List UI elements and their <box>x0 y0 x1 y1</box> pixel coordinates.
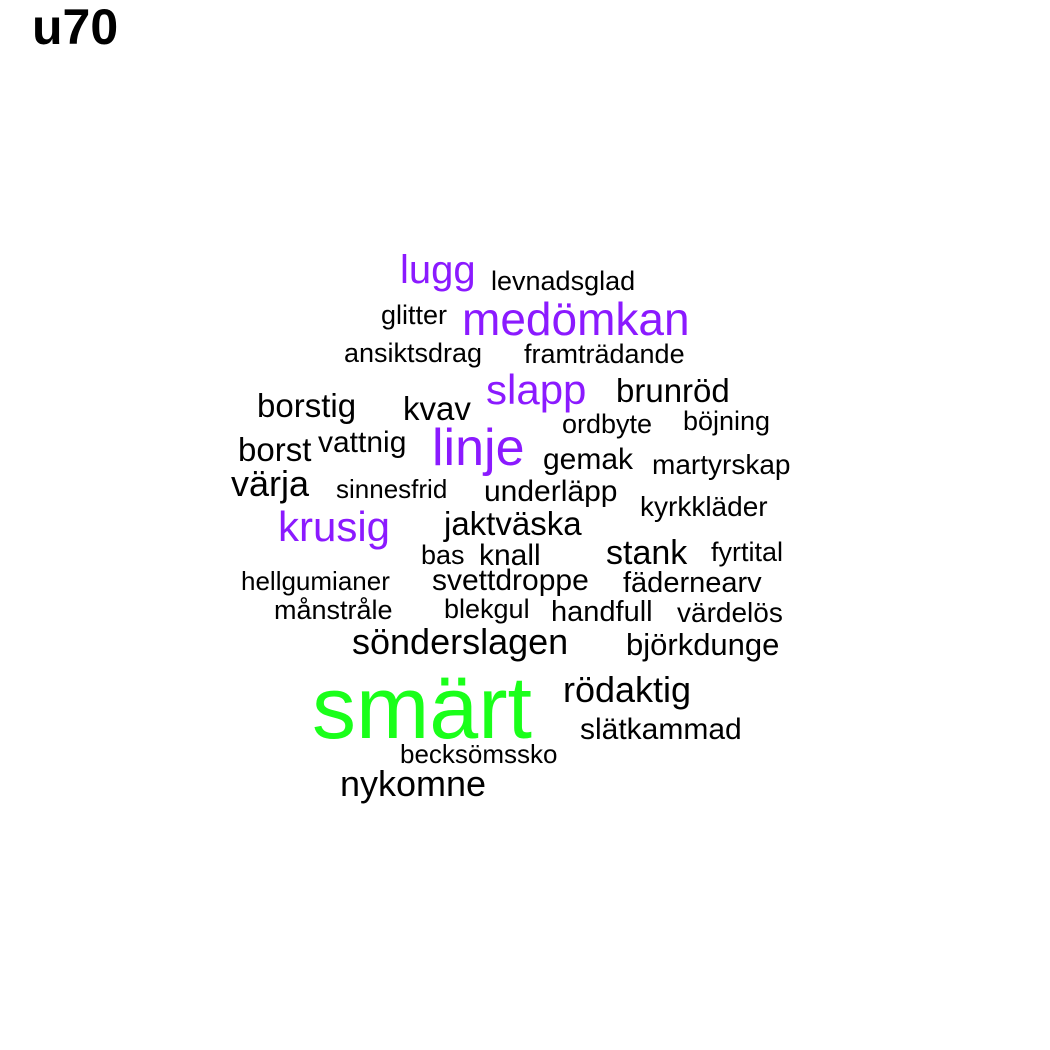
cloud-word: brunröd <box>616 372 730 409</box>
cloud-word: smärt <box>312 658 532 757</box>
cloud-word: kvav <box>403 390 471 427</box>
cloud-word: martyrskap <box>652 449 791 480</box>
cloud-word: gemak <box>543 443 634 476</box>
page-title: u70 <box>32 0 119 55</box>
cloud-word: blekgul <box>444 594 530 624</box>
cloud-word: fädernearv <box>623 567 762 599</box>
cloud-word: levnadsglad <box>491 266 636 296</box>
cloud-word: medömkan <box>462 293 690 345</box>
cloud-word: becksömssko <box>400 739 558 769</box>
cloud-word: månstråle <box>274 595 393 625</box>
cloud-word: knall <box>479 539 541 572</box>
cloud-word: krusig <box>278 503 391 550</box>
cloud-word: hellgumianer <box>241 566 390 596</box>
cloud-word: fyrtital <box>711 537 784 567</box>
cloud-word: jaktväska <box>444 505 582 542</box>
cloud-word: björkdunge <box>626 627 780 662</box>
cloud-word: framträdande <box>524 339 685 369</box>
cloud-word: lugg <box>400 248 476 292</box>
cloud-word: borstig <box>257 387 357 424</box>
cloud-word: underläpp <box>484 475 618 508</box>
cloud-word: sönderslagen <box>352 621 569 662</box>
cloud-word: stank <box>606 534 688 572</box>
cloud-word: bas <box>421 540 465 570</box>
cloud-word: slätkammad <box>580 713 742 746</box>
cloud-word: värja <box>231 463 310 504</box>
cloud-word: glitter <box>381 300 448 330</box>
cloud-word: svettdroppe <box>432 564 589 597</box>
cloud-word: vattnig <box>318 426 407 459</box>
cloud-word: kyrkkläder <box>640 491 768 522</box>
cloud-word: ansiktsdrag <box>344 338 483 368</box>
cloud-word: rödaktig <box>563 669 692 710</box>
cloud-word: ordbyte <box>562 409 653 439</box>
cloud-word: värdelös <box>677 597 783 628</box>
cloud-word: nykomne <box>340 763 487 804</box>
cloud-word: böjning <box>683 406 771 436</box>
cloud-word: borst <box>238 431 312 468</box>
cloud-word: linje <box>432 419 525 477</box>
cloud-word: sinnesfrid <box>336 474 448 504</box>
cloud-word: slapp <box>486 366 587 413</box>
cloud-word: handfull <box>551 596 653 628</box>
